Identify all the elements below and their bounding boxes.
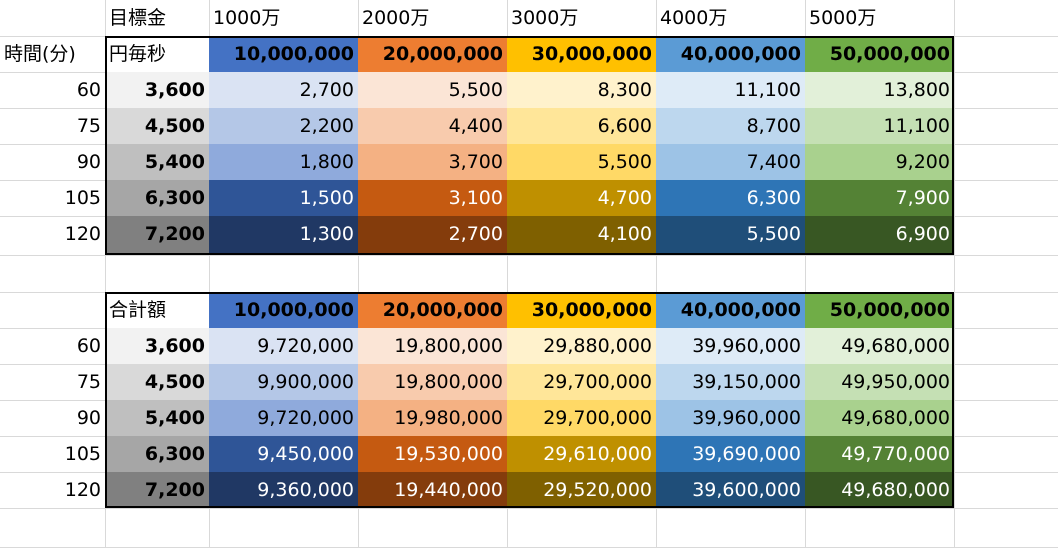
target-amount-cell[interactable]: 1000万 xyxy=(213,7,281,29)
gridline-vertical xyxy=(105,0,106,547)
table2-value-cell[interactable]: 49,680,000 xyxy=(805,472,954,508)
table2-header-cell[interactable]: 10,000,000 xyxy=(209,292,358,328)
gridline-vertical xyxy=(954,0,955,547)
table1-value-cell[interactable]: 3,100 xyxy=(358,180,507,216)
table1-header-cell[interactable]: 30,000,000 xyxy=(507,36,656,72)
table2-value-cell[interactable]: 19,980,000 xyxy=(358,400,507,436)
gridline-vertical xyxy=(358,0,359,547)
table2-header-cell[interactable]: 40,000,000 xyxy=(656,292,805,328)
table2-seconds-cell[interactable]: 5,400 xyxy=(105,400,209,436)
table2-value-cell[interactable]: 9,900,000 xyxy=(209,364,358,400)
table2-value-cell[interactable]: 29,610,000 xyxy=(507,436,656,472)
target-amount-cell[interactable]: 4000万 xyxy=(660,7,728,29)
table2-value-cell[interactable]: 39,960,000 xyxy=(656,328,805,364)
table1-value-cell[interactable]: 5,500 xyxy=(656,216,805,255)
table2-value-cell[interactable]: 39,960,000 xyxy=(656,400,805,436)
target-amount-cell[interactable]: 3000万 xyxy=(511,7,579,29)
table2-value-cell[interactable]: 19,800,000 xyxy=(358,328,507,364)
table1-value-cell[interactable]: 4,700 xyxy=(507,180,656,216)
gridline-horizontal xyxy=(0,255,1058,256)
table2-value-cell[interactable]: 19,530,000 xyxy=(358,436,507,472)
table1-value-cell[interactable]: 5,500 xyxy=(358,72,507,108)
table1-minutes-cell[interactable]: 105 xyxy=(64,187,101,209)
table2-value-cell[interactable]: 29,520,000 xyxy=(507,472,656,508)
gridline-vertical xyxy=(507,0,508,547)
gridline-horizontal xyxy=(0,508,1058,509)
table2-seconds-cell[interactable]: 6,300 xyxy=(105,436,209,472)
gridline-vertical xyxy=(805,0,806,547)
table2-value-cell[interactable]: 9,720,000 xyxy=(209,328,358,364)
table2-minutes-cell[interactable]: 75 xyxy=(76,371,101,393)
table1-value-cell[interactable]: 6,900 xyxy=(805,216,954,255)
gridline-vertical xyxy=(209,0,210,547)
time-label-cell[interactable]: 時間(分) xyxy=(4,43,76,65)
table2-title-cell[interactable]: 合計額 xyxy=(109,299,167,321)
table1-value-cell[interactable]: 8,300 xyxy=(507,72,656,108)
table1-header-cell[interactable]: 10,000,000 xyxy=(209,36,358,72)
table2-minutes-cell[interactable]: 105 xyxy=(64,443,101,465)
table1-value-cell[interactable]: 3,700 xyxy=(358,144,507,180)
table1-seconds-cell[interactable]: 5,400 xyxy=(105,144,209,180)
table1-header-cell[interactable]: 50,000,000 xyxy=(805,36,954,72)
table1-header-cell[interactable]: 40,000,000 xyxy=(656,36,805,72)
table1-value-cell[interactable]: 1,800 xyxy=(209,144,358,180)
table1-minutes-cell[interactable]: 90 xyxy=(76,151,101,173)
table2-value-cell[interactable]: 49,950,000 xyxy=(805,364,954,400)
table1-value-cell[interactable]: 7,900 xyxy=(805,180,954,216)
table1-value-cell[interactable]: 2,200 xyxy=(209,108,358,144)
table1-value-cell[interactable]: 11,100 xyxy=(805,108,954,144)
table2-minutes-cell[interactable]: 90 xyxy=(76,407,101,429)
target-amount-cell[interactable]: 5000万 xyxy=(809,7,877,29)
table1-value-cell[interactable]: 6,600 xyxy=(507,108,656,144)
table1-minutes-cell[interactable]: 60 xyxy=(76,79,101,101)
table1-value-cell[interactable]: 1,500 xyxy=(209,180,358,216)
table1-seconds-cell[interactable]: 7,200 xyxy=(105,216,209,255)
gridline-vertical xyxy=(656,0,657,547)
table1-header-cell[interactable]: 20,000,000 xyxy=(358,36,507,72)
table1-minutes-cell[interactable]: 120 xyxy=(64,223,101,245)
table2-value-cell[interactable]: 29,880,000 xyxy=(507,328,656,364)
table2-seconds-cell[interactable]: 7,200 xyxy=(105,472,209,508)
table2-value-cell[interactable]: 49,680,000 xyxy=(805,400,954,436)
table2-seconds-cell[interactable]: 3,600 xyxy=(105,328,209,364)
target-amount-cell[interactable]: 2000万 xyxy=(362,7,430,29)
table2-value-cell[interactable]: 9,360,000 xyxy=(209,472,358,508)
table1-value-cell[interactable]: 6,300 xyxy=(656,180,805,216)
table1-value-cell[interactable]: 8,700 xyxy=(656,108,805,144)
table1-seconds-cell[interactable]: 4,500 xyxy=(105,108,209,144)
table1-value-cell[interactable]: 2,700 xyxy=(358,216,507,255)
table2-header-cell[interactable]: 30,000,000 xyxy=(507,292,656,328)
table1-title-cell[interactable]: 円毎秒 xyxy=(109,43,167,65)
table1-value-cell[interactable]: 13,800 xyxy=(805,72,954,108)
table1-value-cell[interactable]: 9,200 xyxy=(805,144,954,180)
table2-value-cell[interactable]: 9,720,000 xyxy=(209,400,358,436)
table2-header-cell[interactable]: 50,000,000 xyxy=(805,292,954,328)
table1-value-cell[interactable]: 11,100 xyxy=(656,72,805,108)
table1-seconds-cell[interactable]: 3,600 xyxy=(105,72,209,108)
table1-value-cell[interactable]: 2,700 xyxy=(209,72,358,108)
table1-value-cell[interactable]: 7,400 xyxy=(656,144,805,180)
table1-value-cell[interactable]: 4,400 xyxy=(358,108,507,144)
table2-value-cell[interactable]: 19,440,000 xyxy=(358,472,507,508)
table2-minutes-cell[interactable]: 120 xyxy=(64,479,101,501)
table1-value-cell[interactable]: 5,500 xyxy=(507,144,656,180)
table1-seconds-cell[interactable]: 6,300 xyxy=(105,180,209,216)
table1-value-cell[interactable]: 4,100 xyxy=(507,216,656,255)
table2-header-cell[interactable]: 20,000,000 xyxy=(358,292,507,328)
table2-value-cell[interactable]: 39,600,000 xyxy=(656,472,805,508)
table2-value-cell[interactable]: 19,800,000 xyxy=(358,364,507,400)
table1-minutes-cell[interactable]: 75 xyxy=(76,115,101,137)
table2-value-cell[interactable]: 49,770,000 xyxy=(805,436,954,472)
table2-value-cell[interactable]: 29,700,000 xyxy=(507,364,656,400)
table2-value-cell[interactable]: 9,450,000 xyxy=(209,436,358,472)
table2-seconds-cell[interactable]: 4,500 xyxy=(105,364,209,400)
table2-minutes-cell[interactable]: 60 xyxy=(76,335,101,357)
table2-value-cell[interactable]: 49,680,000 xyxy=(805,328,954,364)
table2-value-cell[interactable]: 29,700,000 xyxy=(507,400,656,436)
table1-value-cell[interactable]: 1,300 xyxy=(209,216,358,255)
table2-value-cell[interactable]: 39,690,000 xyxy=(656,436,805,472)
table2-value-cell[interactable]: 39,150,000 xyxy=(656,364,805,400)
target-label-cell[interactable]: 目標金 xyxy=(109,7,167,29)
